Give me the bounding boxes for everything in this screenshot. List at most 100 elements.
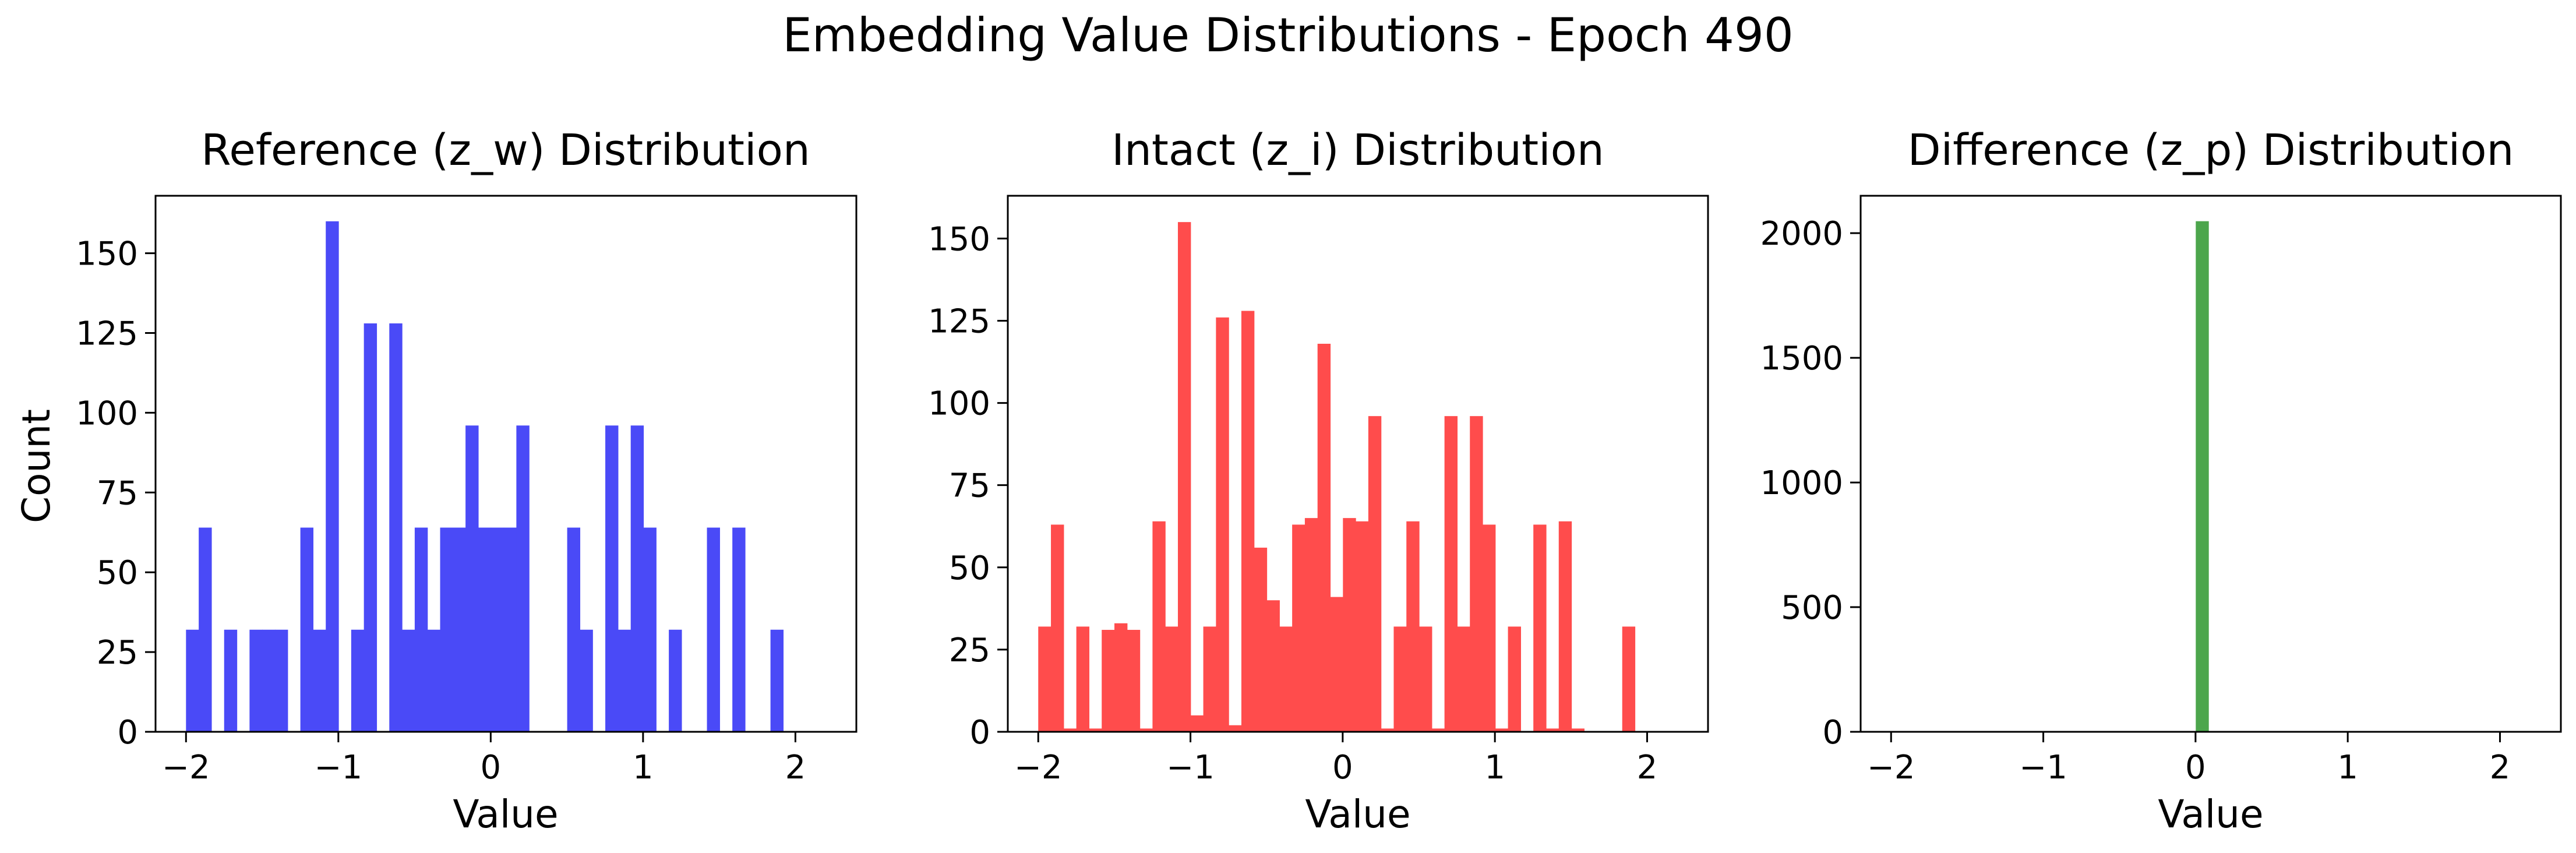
panel-title: Difference (z_p) Distribution <box>1908 125 2514 175</box>
histogram-bar <box>1229 725 1242 732</box>
histogram-bar <box>262 629 276 732</box>
y-tick-label: 50 <box>97 554 138 592</box>
plot-frame <box>1859 195 2562 733</box>
histogram-bar <box>1076 626 1090 732</box>
histogram-bar <box>580 629 593 732</box>
histogram-bar <box>1558 521 1572 732</box>
y-tick-label: 25 <box>97 634 138 672</box>
histogram-bar <box>1139 728 1153 732</box>
histogram-bar <box>313 629 326 732</box>
y-tick-label: 100 <box>76 394 138 432</box>
histogram-bar <box>1356 521 1369 732</box>
panel-intact-distribution: Intact (z_i) Distribution Value −2 −1 0 1 2 0… <box>928 125 1709 837</box>
y-tick-label: 1500 <box>1760 340 1843 378</box>
histogram-bar <box>1545 728 1559 732</box>
histogram-bar <box>1266 600 1280 732</box>
panel-title: Intact (z_i) Distribution <box>1111 125 1604 175</box>
histogram-bar <box>465 425 479 732</box>
y-tick-label: 100 <box>928 385 990 423</box>
y-tick-label: 2000 <box>1760 215 1843 253</box>
histogram-bar <box>1279 626 1293 732</box>
histogram-bar <box>1393 626 1407 732</box>
histogram-bar <box>478 527 492 732</box>
histogram-bar <box>1483 524 1496 732</box>
histogram-bar <box>2196 221 2209 732</box>
y-tick-label: 150 <box>928 220 990 258</box>
histogram-bar <box>1177 222 1191 732</box>
histogram-bar <box>1038 626 1051 732</box>
histogram-bar <box>326 221 339 732</box>
histogram-bar <box>1051 524 1064 732</box>
histogram-bar <box>1241 311 1255 732</box>
histogram-bar <box>491 527 504 732</box>
histogram-bar <box>1152 521 1166 732</box>
x-tick-label: 1 <box>2337 749 2358 787</box>
plot-frame <box>154 195 858 733</box>
histogram-bar <box>1470 416 1483 732</box>
histogram-bar <box>1165 626 1178 732</box>
histogram-bar <box>1089 728 1102 732</box>
histogram-bar <box>1495 728 1509 732</box>
histogram-bar <box>1444 416 1458 732</box>
y-tick-label: 75 <box>97 474 138 512</box>
histogram-bar <box>402 629 415 732</box>
histogram-bar <box>1406 521 1420 732</box>
histogram-bar <box>1254 547 1268 732</box>
x-tick-label: −2 <box>1867 749 1915 787</box>
histogram-bar <box>274 629 288 732</box>
x-axis-label: Value <box>453 792 558 837</box>
histogram-bar <box>1102 630 1115 732</box>
histogram-bar <box>1063 728 1077 732</box>
x-tick-label: 0 <box>481 749 502 787</box>
plot-frame <box>1007 195 1709 733</box>
y-tick-label: 50 <box>949 549 990 587</box>
y-axis-label: Count <box>14 409 59 523</box>
x-tick-label: −1 <box>1166 749 1215 787</box>
panel-reference-distribution: Reference (z_w) Distribution Value Count… <box>14 125 858 837</box>
histogram-bar <box>351 629 365 732</box>
histogram-bar <box>389 323 403 732</box>
histogram-bar <box>1114 623 1128 732</box>
histogram-bar <box>1381 728 1395 732</box>
histogram-bar <box>1216 317 1229 732</box>
x-tick-label: 0 <box>1332 749 1353 787</box>
panel-title: Reference (z_w) Distribution <box>201 125 810 175</box>
histogram-bar <box>605 425 619 732</box>
y-tick-label: 1000 <box>1760 464 1843 502</box>
histogram-bar <box>1317 343 1331 732</box>
y-tick-label: 0 <box>969 714 990 752</box>
histogram-bar <box>364 323 377 732</box>
histogram-bar <box>1457 626 1470 732</box>
y-tick-label: 75 <box>949 467 990 505</box>
x-tick-label: 2 <box>1637 749 1658 787</box>
x-tick-label: −2 <box>162 749 210 787</box>
histogram-bar <box>770 629 784 732</box>
y-tick-label: 500 <box>1781 589 1843 627</box>
histogram-bar <box>630 425 644 732</box>
figure-title: Embedding Value Distributions - Epoch 49… <box>782 8 1794 62</box>
histogram-bar <box>453 527 466 732</box>
x-tick-label: −2 <box>1014 749 1063 787</box>
histogram-bar <box>199 527 212 732</box>
histogram-bar <box>516 425 530 732</box>
panel-difference-distribution: Difference (z_p) Distribution Value −2 −1… <box>1760 125 2562 837</box>
histogram-bar <box>414 527 428 732</box>
histogram-bar <box>440 527 453 732</box>
histogram-bar <box>1292 524 1305 732</box>
histogram-bar <box>300 527 314 732</box>
histogram-bar <box>427 629 441 732</box>
histogram-bar <box>1304 518 1318 732</box>
histogram-bar <box>1127 630 1141 732</box>
x-tick-label: 2 <box>785 749 806 787</box>
x-axis-label: Value <box>1305 792 1410 837</box>
histogram-bar <box>1571 728 1585 732</box>
x-axis-label: Value <box>2158 792 2263 837</box>
x-tick-label: 0 <box>2185 749 2206 787</box>
y-tick-label: 150 <box>76 235 138 273</box>
x-tick-label: −1 <box>315 749 363 787</box>
x-tick-label: 1 <box>633 749 654 787</box>
histogram-bar <box>224 629 238 732</box>
histogram-bar <box>732 527 746 732</box>
histogram-bar <box>1533 524 1547 732</box>
